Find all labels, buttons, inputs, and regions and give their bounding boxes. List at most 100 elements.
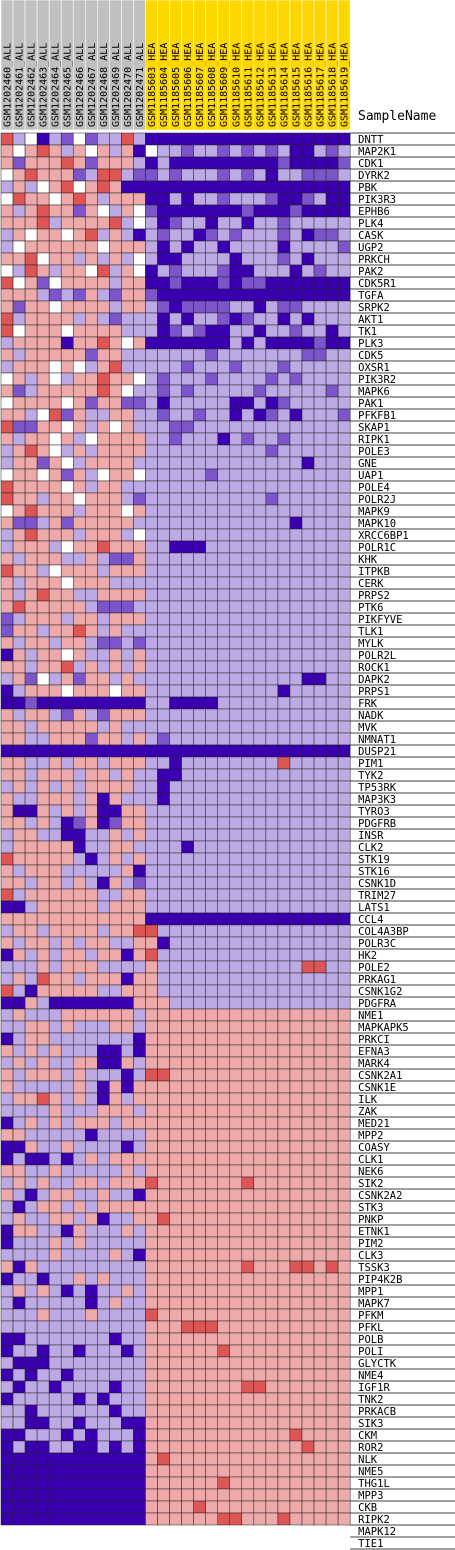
heatmap-cell (169, 276, 182, 290)
heatmap-cell (97, 744, 110, 758)
heatmap-cell (48, 1404, 62, 1418)
heatmap-cell (145, 276, 158, 290)
heatmap-cell (241, 1344, 255, 1358)
heatmap-cell (97, 876, 110, 890)
heatmap-cell (301, 216, 315, 230)
heatmap-cell (337, 1368, 351, 1382)
heatmap-cell (289, 1164, 303, 1178)
heatmap-cell (337, 420, 351, 434)
heatmap-cell (253, 1308, 267, 1322)
heatmap-cell (109, 948, 122, 962)
heatmap-cell (337, 1488, 351, 1502)
heatmap-cell (217, 144, 231, 158)
heatmap-cell (229, 648, 243, 662)
heatmap-cell (181, 1236, 194, 1250)
heatmap-cell (277, 492, 291, 506)
heatmap-cell (72, 816, 86, 830)
heatmap-cell (12, 408, 26, 422)
heatmap-cell (241, 252, 255, 266)
heatmap-cell (109, 1332, 122, 1346)
heatmap-cell (72, 1140, 86, 1154)
heatmap-cell (313, 1128, 327, 1142)
heatmap-cell (253, 1008, 267, 1022)
heatmap-cell (12, 1356, 26, 1370)
heatmap-cell (12, 324, 26, 338)
heatmap-cell (157, 672, 170, 686)
heatmap-cell (12, 1272, 26, 1286)
heatmap-cell (72, 996, 86, 1010)
heatmap-cell (277, 792, 291, 806)
heatmap-cell (24, 432, 38, 446)
heatmap-cell (24, 276, 38, 290)
heatmap-cell (0, 1032, 14, 1046)
heatmap-cell (121, 1392, 134, 1406)
heatmap-cell (109, 1344, 122, 1358)
heatmap-cell (289, 1020, 303, 1034)
heatmap-cell (181, 300, 194, 314)
heatmap-cell (253, 1104, 267, 1118)
heatmap-cell (241, 780, 255, 794)
heatmap-cell (325, 564, 339, 578)
heatmap-cell (85, 492, 98, 506)
heatmap-cell (313, 996, 327, 1010)
heatmap-cell (205, 1512, 218, 1526)
heatmap-cell (193, 156, 206, 170)
heatmap-cell (337, 1356, 351, 1370)
heatmap-cell (229, 1500, 243, 1514)
heatmap-cell (217, 912, 231, 926)
heatmap-cell (12, 384, 26, 398)
heatmap-cell (277, 132, 291, 146)
heatmap-cell (157, 396, 170, 410)
heatmap-cell (72, 492, 86, 506)
heatmap-cell (121, 876, 134, 890)
heatmap-cell (313, 1044, 327, 1058)
heatmap-cell (12, 1104, 26, 1118)
heatmap-cell (85, 288, 98, 302)
heatmap-cell (277, 1152, 291, 1166)
heatmap-cell (24, 300, 38, 314)
heatmap-cell (301, 684, 315, 698)
heatmap-cell (97, 936, 110, 950)
heatmap-cell (72, 636, 86, 650)
heatmap-cell (24, 480, 38, 494)
heatmap-cell (337, 384, 351, 398)
heatmap-cell (85, 324, 98, 338)
heatmap-cell (109, 480, 122, 494)
heatmap-cell (241, 432, 255, 446)
heatmap-cell (169, 1272, 182, 1286)
heatmap-cell (48, 1332, 62, 1346)
heatmap-cell (24, 384, 38, 398)
heatmap-cell (301, 324, 315, 338)
heatmap-cell (337, 312, 351, 326)
heatmap-cell (85, 540, 98, 554)
heatmap-cell (72, 552, 86, 566)
gene-label: ILK (358, 1094, 378, 1106)
heatmap-cell (253, 972, 267, 986)
heatmap-cell (12, 972, 26, 986)
heatmap-cell (325, 264, 339, 278)
heatmap-cell (48, 900, 62, 914)
heatmap-cell (217, 180, 231, 194)
heatmap-cell (169, 960, 182, 974)
heatmap-cell (72, 348, 86, 362)
heatmap-cell (325, 1488, 339, 1502)
heatmap-cell (181, 216, 194, 230)
heatmap-cell (48, 1032, 62, 1046)
heatmap-cell (181, 1476, 194, 1490)
heatmap-cell (72, 336, 86, 350)
heatmap-cell (193, 408, 206, 422)
heatmap-cell (157, 816, 170, 830)
heatmap-cell (72, 720, 86, 734)
heatmap-cell (229, 996, 243, 1010)
heatmap-cell (289, 312, 303, 326)
heatmap-cell (277, 1068, 291, 1082)
heatmap-cell (229, 504, 243, 518)
heatmap-cell (205, 888, 218, 902)
heatmap-cell (85, 336, 98, 350)
heatmap-cell (229, 912, 243, 926)
heatmap-cell (97, 564, 110, 578)
heatmap-cell (277, 1236, 291, 1250)
heatmap-cell (265, 984, 279, 998)
heatmap-cell (24, 1248, 38, 1262)
heatmap-cell (253, 408, 267, 422)
